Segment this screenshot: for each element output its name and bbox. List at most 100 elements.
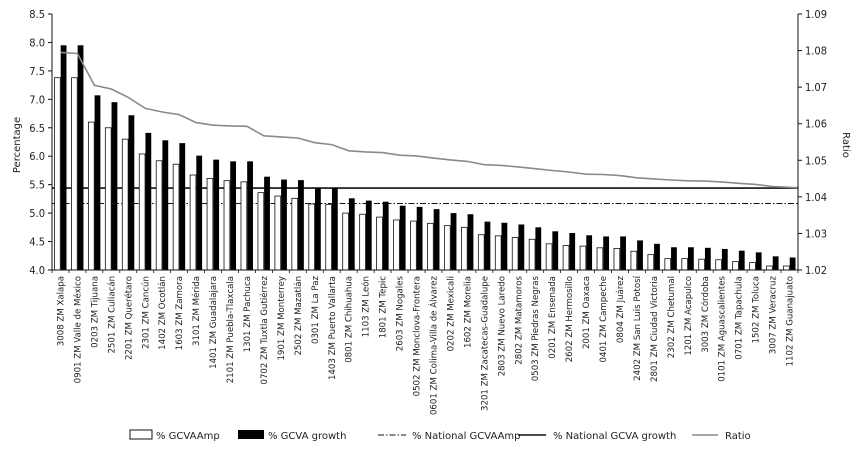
bar-gcva-growth — [654, 243, 660, 270]
bar-gcvaamp — [579, 245, 587, 271]
category-label: 0502 ZM Monclova-Frontera — [413, 276, 423, 396]
category-label: 3008 ZM Xalapa — [57, 276, 67, 346]
category-label: 2402 ZM San Luis Potosí — [633, 275, 643, 380]
y2-axis-title: Ratio — [840, 132, 851, 158]
y2-tick-label: 1.04 — [805, 191, 827, 204]
bar-gcva-growth — [603, 236, 610, 270]
category-label: 1103 ZM León — [361, 276, 372, 337]
bar-gcva-growth — [298, 180, 304, 270]
bar-gcvaamp — [630, 250, 638, 271]
bar-gcvaamp — [104, 127, 112, 271]
y-tick-label: 6.0 — [29, 150, 45, 163]
bar-gcva-growth — [314, 187, 321, 270]
legend-item: % National GCVAAmp — [378, 431, 521, 442]
category-label: 0701 ZM Tapachula — [735, 276, 745, 360]
legend-swatch-white — [129, 429, 153, 440]
bar-gcvaamp — [698, 258, 705, 271]
bar-gcva-growth — [77, 45, 84, 271]
bar-gcva-growth — [552, 231, 559, 270]
legend-item: % National GCVA growth — [518, 431, 676, 442]
bar-gcvaamp — [155, 160, 163, 271]
ratio-series — [60, 51, 798, 189]
bar-gcvaamp — [596, 247, 604, 271]
bar-gcvaamp — [376, 216, 383, 271]
category-label: 1403 ZM Puerto Vallarta — [328, 276, 338, 380]
y-tick-label: 5.0 — [29, 207, 45, 220]
bar-gcvaamp — [613, 247, 621, 271]
bar-gcva-growth — [721, 248, 728, 270]
bar-gcvaamp — [444, 225, 451, 271]
category-label: 1301 ZM Pachuca — [243, 276, 253, 352]
category-label: 1102 ZM Guanajuato — [786, 276, 796, 366]
bar-gcva-growth — [467, 214, 474, 270]
bar-gcvaamp — [783, 265, 790, 271]
category-label: 3003 ZM Córdoba — [700, 276, 711, 353]
category-label: 0702 ZM Tuxtla Gutiérrez — [259, 275, 270, 384]
y2-tick-label: 1.06 — [805, 118, 827, 131]
bar-gcva-growth — [213, 159, 220, 270]
y-tick-label: 7.5 — [29, 65, 45, 78]
bar-gcva-growth — [687, 247, 694, 270]
bar-gcvaamp — [410, 220, 417, 271]
bar-gcva-growth — [230, 161, 237, 270]
bar-gcva-growth — [535, 227, 542, 270]
bar-gcva-growth — [450, 213, 457, 270]
category-label: 1901 ZM Monterrey — [277, 276, 287, 361]
category-label: 3101 ZM Mérida — [191, 276, 202, 346]
y2-tick-label: 1.07 — [805, 81, 827, 94]
axes: 4.0 4.5 5.0 5.5 6.0 6.5 7.0 7.5 8.0 8.5 1.02 1.03 1.… — [12, 8, 851, 415]
bar-gcva-growth — [671, 247, 677, 270]
bar-gcvaamp — [766, 265, 773, 271]
legend: % GCVAAmp % GCVA growth % National GCVAAmp… — [129, 429, 751, 442]
category-label: 2603 ZM Nogales — [396, 276, 406, 352]
category-label: 3007 ZM Veracruz — [769, 276, 779, 355]
bar-gcva-growth — [348, 198, 355, 270]
category-label: 0101 ZM Aguascalientes — [718, 275, 728, 381]
category-label: 0301 ZM La Paz — [311, 276, 321, 344]
bar-gcva-growth — [94, 95, 101, 271]
category-label: 3201 ZM Zacatecas-Guadalupe — [480, 276, 490, 411]
bar-gcva-growth — [518, 224, 525, 270]
bar-gcvaamp — [274, 195, 282, 271]
category-label: 2301 ZM Cancún — [141, 276, 151, 349]
bar-gcva-growth — [128, 115, 135, 270]
bar-gcva-growth — [501, 222, 508, 270]
bar-gcvaamp — [749, 262, 756, 271]
y-tick-label: 6.5 — [29, 122, 45, 135]
bar-gcvaamp — [681, 258, 688, 271]
category-label: 2001 ZM Oaxaca — [582, 276, 592, 349]
bar-gcvaamp — [715, 259, 722, 271]
bar-gcva-growth — [433, 209, 440, 270]
category-label: 2502 ZM Mazatlán — [294, 276, 304, 356]
category-label: 0202 ZM Mexicali — [446, 276, 456, 351]
y2-tick-label: 1.09 — [805, 8, 827, 21]
legend-label: % National GCVA growth — [553, 431, 676, 442]
y-tick-label: 4.5 — [29, 236, 45, 249]
legend-label: % National GCVAAmp — [412, 431, 521, 442]
bar-gcva-growth — [789, 257, 796, 270]
category-label: 1801 ZM Tepic — [379, 276, 389, 339]
bar-gcvaamp — [291, 197, 299, 271]
bar-gcvaamp — [647, 254, 655, 271]
category-label: 2602 ZM Hermosillo — [565, 276, 575, 362]
bar-gcva-growth — [264, 176, 270, 270]
bar-gcvaamp — [460, 226, 468, 271]
bar-gcvaamp — [172, 163, 180, 271]
bar-gcvaamp — [562, 245, 570, 271]
bar-gcvaamp — [223, 180, 231, 271]
category-label: 0601 ZM Colima-Villa de Álvarez — [428, 276, 440, 415]
category-label: 2302 ZM Chetumal — [667, 276, 677, 358]
category-label: 0901 ZM Valle de México — [72, 276, 83, 383]
legend-label: Ratio — [725, 431, 751, 442]
bar-gcvaamp — [393, 219, 400, 271]
y-tick-label: 8.0 — [29, 36, 45, 49]
bar-gcva-growth — [281, 179, 287, 270]
category-label: 1201 ZM Acapulco — [684, 276, 694, 356]
category-label: 1602 ZM Morelia — [463, 276, 473, 348]
y-tick-label: 7.0 — [29, 93, 45, 106]
category-label: 2801 ZM Ciudad Victoria — [650, 276, 660, 382]
legend-item: Ratio — [692, 431, 751, 442]
category-label: 2501 ZM Culiacán — [107, 276, 117, 354]
bar-gcva-growth — [145, 132, 152, 270]
category-label: 0401 ZM Campeche — [599, 276, 609, 362]
